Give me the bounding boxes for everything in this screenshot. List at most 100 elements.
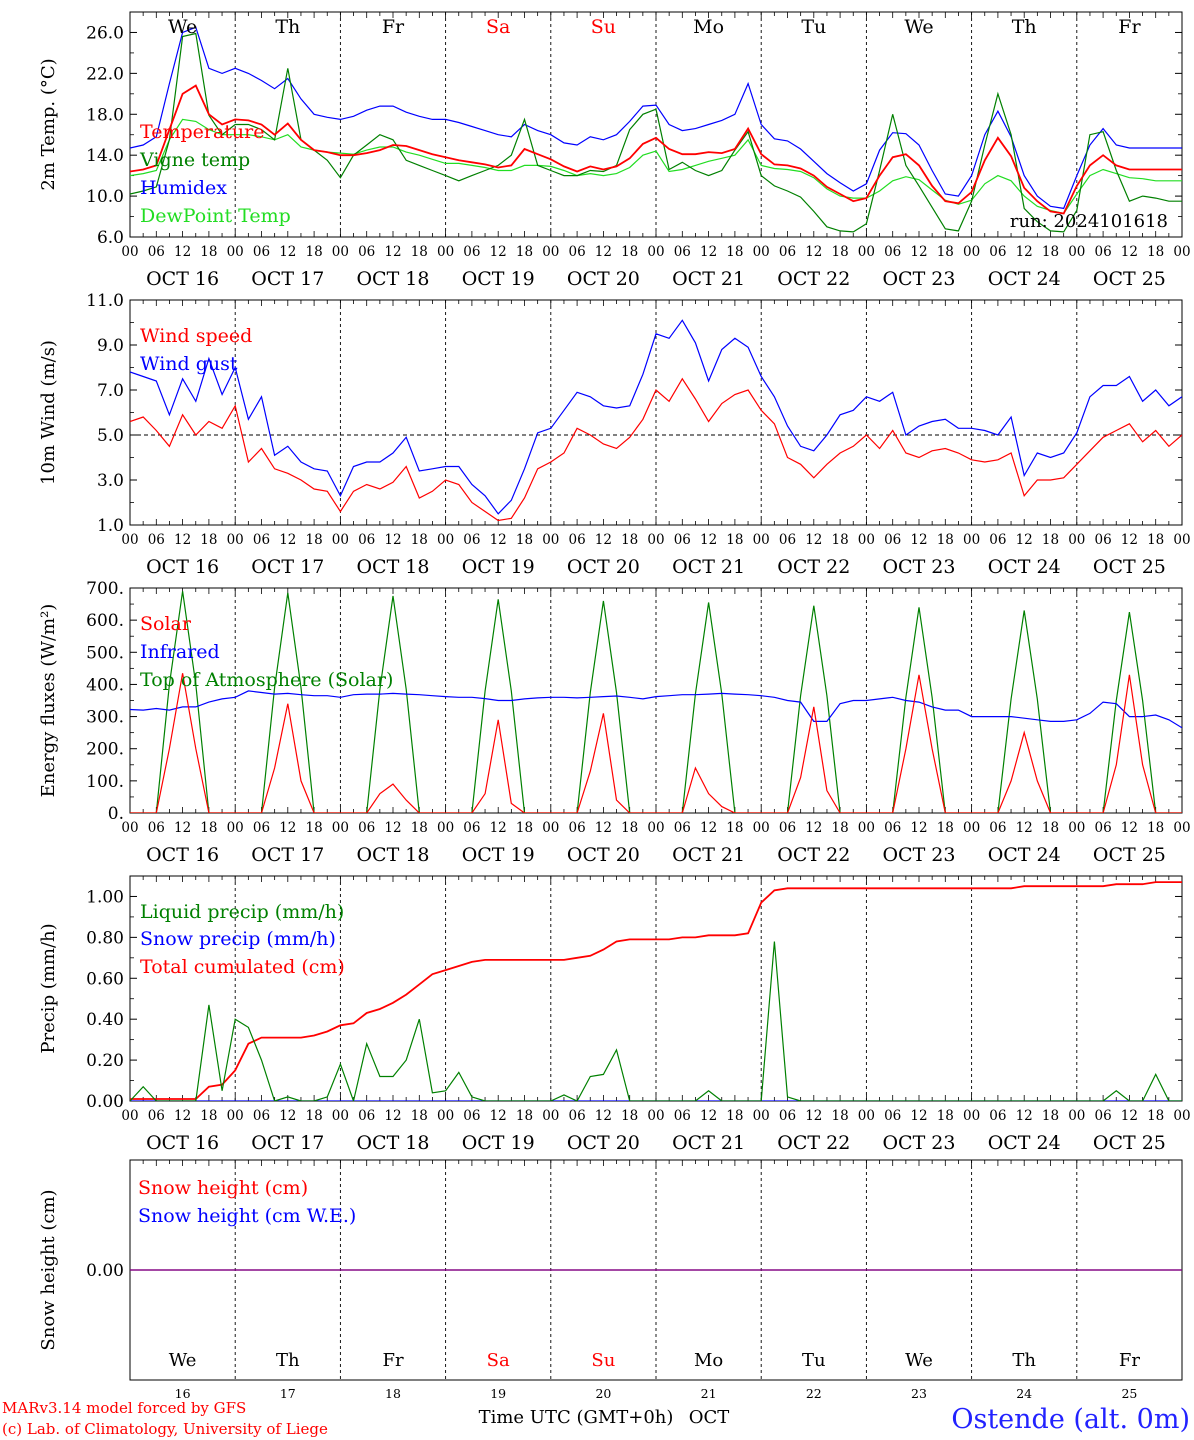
y-tick-label: 18.0 (86, 105, 124, 125)
hour-tick-label: 12 (174, 1108, 191, 1124)
hour-tick-label: 12 (384, 820, 401, 836)
date-label: OCT 23 (882, 556, 955, 578)
date-label: OCT 18 (356, 556, 429, 578)
date-label: OCT 21 (672, 844, 745, 866)
date-label: OCT 17 (251, 268, 324, 290)
date-label: OCT 18 (356, 268, 429, 290)
hour-tick-label: 12 (910, 532, 927, 548)
weekday-label: Th (1012, 16, 1037, 38)
y-axis-label: 2m Temp. (°C) (38, 58, 59, 190)
y-tick-label: 26.0 (86, 23, 124, 43)
hour-tick-label: 12 (700, 820, 717, 836)
panel-snow: 0.00 Snow height (cm) Snow height (cm) Snow… (38, 1159, 1183, 1401)
hour-tick-label: 06 (569, 1108, 586, 1124)
hour-tick-label: 18 (200, 244, 217, 260)
weekday-label: Sa (486, 16, 510, 38)
hour-tick-label: 00 (963, 820, 980, 836)
hour-tick-label: 18 (621, 532, 638, 548)
hour-tick-label: 18 (726, 244, 743, 260)
hour-tick-label: 06 (674, 244, 691, 260)
hour-tick-label: 00 (542, 244, 559, 260)
hour-tick-label: 06 (674, 820, 691, 836)
legend-entry: Wind gust (140, 353, 238, 375)
hour-tick-label: 18 (937, 532, 954, 548)
y-tick-label: 7.0 (97, 381, 124, 401)
date-label: OCT 17 (251, 556, 324, 578)
legend-entry: Snow height (cm W.E.) (138, 1205, 356, 1227)
hour-tick-label: 06 (463, 1108, 480, 1124)
hour-tick-label: 18 (200, 1108, 217, 1124)
hour-tick-label: 12 (595, 244, 612, 260)
hour-tick-label: 18 (937, 820, 954, 836)
hour-tick-label: 00 (542, 820, 559, 836)
day-number-label: 20 (595, 1386, 611, 1401)
y-tick-label: 0.80 (86, 928, 124, 948)
weekday-label: Su (591, 16, 616, 38)
hour-tick-label: 06 (779, 244, 796, 260)
legend-entry: Total cumulated (cm) (140, 956, 345, 978)
date-label: OCT 23 (882, 268, 955, 290)
weekday-label: Fr (382, 1350, 403, 1371)
day-number-label: 18 (385, 1386, 401, 1401)
hour-tick-label: 00 (332, 820, 349, 836)
hour-tick-label: 00 (227, 820, 244, 836)
hour-tick-label: 18 (1042, 532, 1059, 548)
day-number-label: 21 (701, 1386, 717, 1401)
date-label: OCT 24 (988, 268, 1061, 290)
series-line-solar (130, 673, 1182, 813)
y-tick-label: 500. (86, 643, 124, 663)
y-axis-label: Precip (mm/h) (38, 923, 59, 1053)
date-label: OCT 16 (146, 844, 219, 866)
date-label: OCT 16 (146, 268, 219, 290)
hour-tick-label: 18 (621, 1108, 638, 1124)
day-number-label: 24 (1016, 1386, 1032, 1401)
date-label: OCT 21 (672, 268, 745, 290)
hour-tick-label: 18 (306, 244, 323, 260)
hour-tick-label: 12 (490, 244, 507, 260)
y-tick-label: 0.00 (86, 1092, 124, 1112)
weekday-label: Th (276, 1350, 300, 1371)
hour-tick-label: 12 (805, 532, 822, 548)
series-line-top-of-atmosphere-solar- (130, 591, 1182, 813)
hour-tick-label: 12 (384, 244, 401, 260)
hour-tick-label: 18 (1147, 244, 1164, 260)
y-tick-label: 5.0 (97, 426, 124, 446)
weekday-label: Fr (1118, 16, 1141, 38)
hour-tick-label: 06 (989, 532, 1006, 548)
hour-tick-label: 00 (858, 532, 875, 548)
hour-tick-label: 18 (621, 820, 638, 836)
hour-tick-label: 00 (121, 244, 138, 260)
hour-tick-label: 00 (121, 532, 138, 548)
hour-tick-label: 00 (437, 1108, 454, 1124)
weekday-label: Tu (801, 16, 826, 38)
hour-tick-label: 12 (700, 244, 717, 260)
x-axis-month-label: OCT (689, 1407, 730, 1428)
hour-tick-label: 12 (174, 820, 191, 836)
hour-tick-label: 06 (884, 532, 901, 548)
hour-tick-label: 00 (227, 244, 244, 260)
y-tick-label: 0.20 (86, 1051, 124, 1071)
hour-tick-label: 06 (253, 244, 270, 260)
panel-flux: 0. 100. 200. 300. 400. 500. 600. 700. Energy flu… (38, 579, 1191, 866)
weekday-label: Su (591, 1350, 615, 1371)
date-label: OCT 25 (1093, 844, 1166, 866)
hour-tick-label: 00 (1173, 1108, 1190, 1124)
hour-tick-label: 18 (411, 1108, 428, 1124)
hour-tick-label: 12 (1016, 1108, 1033, 1124)
hour-tick-label: 18 (516, 244, 533, 260)
hour-tick-label: 06 (569, 244, 586, 260)
hour-tick-label: 12 (700, 1108, 717, 1124)
hour-tick-label: 18 (726, 532, 743, 548)
hour-tick-label: 18 (306, 820, 323, 836)
hour-tick-label: 06 (884, 1108, 901, 1124)
date-label: OCT 25 (1093, 268, 1166, 290)
series-line-wind-gust (130, 319, 1182, 515)
hour-tick-label: 12 (490, 820, 507, 836)
y-tick-label: 9.0 (97, 336, 124, 356)
hour-tick-label: 00 (963, 244, 980, 260)
legend-entry: Wind speed (140, 325, 252, 347)
hour-tick-label: 06 (989, 244, 1006, 260)
hour-tick-label: 12 (279, 244, 296, 260)
hour-tick-label: 12 (1121, 244, 1138, 260)
hour-tick-label: 00 (647, 820, 664, 836)
